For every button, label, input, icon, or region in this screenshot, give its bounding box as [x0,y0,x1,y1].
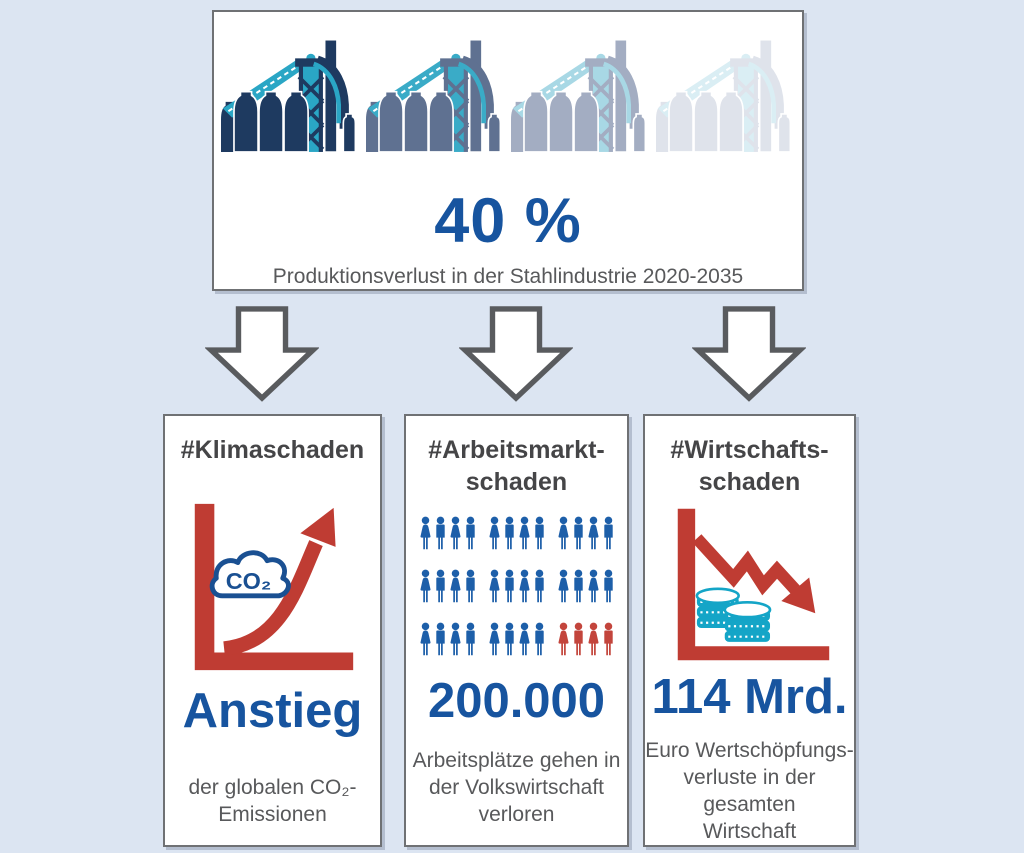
person-woman-icon [448,564,463,609]
person-woman-icon [556,617,571,662]
card-wirtschaftsschaden: #Wirtschafts- schaden [643,414,856,847]
person-woman-icon [448,617,463,662]
person-woman-icon [586,511,601,556]
co2-cloud-icon: CO₂ [209,549,291,598]
factory-icon [366,34,505,155]
card-hashtag: #Arbeitsmarkt- schaden [428,436,605,496]
people-group [418,511,478,556]
people-group [418,617,478,662]
person-woman-icon [517,564,532,609]
people-row [418,617,616,662]
people-row [418,511,616,556]
people-row [418,564,616,609]
person-man-icon [502,511,517,556]
person-man-icon [463,617,478,662]
person-man-icon [502,564,517,609]
people-group [556,617,616,662]
person-man-icon [502,617,517,662]
person-man-icon [601,511,616,556]
production-loss-box: 40 % Produktionsverlust in der Stahlindu… [212,10,804,291]
people-group [418,564,478,609]
down-arrow-icon [459,306,573,402]
person-woman-icon [556,511,571,556]
factory-icon [221,34,360,155]
co2-label: CO₂ [225,567,271,593]
card-hashtag: #Klimaschaden [180,436,365,464]
person-man-icon [601,617,616,662]
card-caption: Arbeitsplätze gehen in der Volkswirtscha… [412,749,621,827]
person-man-icon [571,511,586,556]
card-headline: Anstieg [182,683,363,738]
card-hashtag: #Wirtschafts- schaden [670,436,829,496]
person-woman-icon [418,617,433,662]
person-man-icon [463,564,478,609]
person-man-icon [532,511,547,556]
person-woman-icon [487,511,502,556]
person-man-icon [532,617,547,662]
person-woman-icon [517,617,532,662]
person-man-icon [571,617,586,662]
down-arrow-icon [692,306,806,402]
person-man-icon [433,617,448,662]
people-grid [418,511,616,662]
card-headline: 200.000 [427,674,606,728]
person-woman-icon [586,564,601,609]
people-group [487,511,547,556]
person-woman-icon [556,564,571,609]
factory-icon-row [214,12,802,155]
person-woman-icon [487,617,502,662]
person-man-icon [433,564,448,609]
person-man-icon [571,564,586,609]
card-klimaschaden: #Klimaschaden CO₂ Anstieg der globalen C… [163,414,382,847]
person-man-icon [532,564,547,609]
coins-icon [695,587,771,642]
person-woman-icon [418,564,433,609]
people-group [556,564,616,609]
person-woman-icon [418,511,433,556]
card-headline: 114 Mrd. [651,669,848,724]
card-arbeitsmarktschaden: #Arbeitsmarkt- schaden 200.000 Arbeitspl… [404,414,629,847]
people-group [556,511,616,556]
person-man-icon [601,564,616,609]
production-loss-caption: Produktionsverlust in der Stahlindustrie… [272,265,744,288]
person-woman-icon [448,511,463,556]
down-arrow-icon [205,306,319,402]
factory-icon [511,34,650,155]
factory-icon [656,34,795,155]
card-caption: der globalen CO₂- Emissionen [188,775,357,826]
co2-rising-chart-icon: CO₂ [194,503,353,670]
person-woman-icon [517,511,532,556]
declining-chart-coins-icon [677,508,829,661]
person-man-icon [433,511,448,556]
people-group [487,564,547,609]
person-man-icon [463,511,478,556]
card-caption: Euro Wertschöpfungs- verluste in der ges… [645,738,854,843]
people-group [487,617,547,662]
person-woman-icon [586,617,601,662]
person-woman-icon [487,564,502,609]
production-loss-value: 40 % [434,186,582,256]
